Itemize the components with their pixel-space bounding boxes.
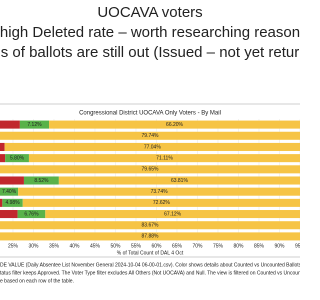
x-tick-label: 55% [131, 243, 142, 249]
data-label: 5.80% [10, 155, 25, 161]
bar-segment [5, 154, 29, 163]
data-label: 4.98% [5, 200, 20, 206]
bar-segment [0, 154, 6, 163]
x-tick-label: 60% [151, 243, 162, 249]
data-label: 6.76% [24, 211, 39, 217]
x-tick-label: 35% [49, 243, 60, 249]
x-tick-label: 70% [192, 243, 203, 249]
data-label: 73.74% [151, 189, 169, 195]
bar-segment [28, 154, 300, 163]
x-tick-label: 30% [28, 243, 39, 249]
bar-segment [4, 142, 300, 151]
footnote: e based on each row of the table. [0, 278, 74, 284]
bar-segment [58, 176, 300, 185]
bar-segment [2, 198, 23, 207]
slide: UOCAVA voters high Deleted rate – worth … [0, 3, 300, 285]
bar-segment [0, 232, 300, 241]
bar-segment [18, 187, 300, 196]
x-tick-label: 45% [90, 243, 101, 249]
bar-segment [23, 176, 59, 185]
bar-segment [0, 120, 20, 129]
data-label: 87.88% [142, 234, 160, 240]
bar-segment [0, 131, 300, 140]
x-tick-label: 50% [110, 243, 121, 249]
x-tick-label: 95% [295, 243, 300, 249]
bar-segment [0, 142, 5, 151]
data-label: 71.11% [156, 155, 173, 161]
x-tick-label: 80% [233, 243, 244, 249]
footnote: tatus filter keeps Approved. The Voter T… [0, 270, 300, 276]
bar-segment [49, 120, 300, 129]
data-label: 7.12% [27, 122, 42, 128]
data-label: 67.12% [164, 211, 182, 217]
bar-segment [0, 176, 24, 185]
bar-segment [17, 210, 46, 219]
bar-segment [19, 120, 50, 129]
data-label: 7.40% [2, 189, 17, 195]
chart-title: Congressional District UOCAVA Only Voter… [79, 111, 221, 117]
title-line: high Deleted rate – worth researching re… [0, 24, 300, 41]
bar-segment [0, 165, 300, 174]
x-tick-label: 75% [213, 243, 224, 249]
x-tick-label: 25% [8, 243, 19, 249]
bar-segment [22, 198, 300, 207]
data-label: 8.52% [34, 178, 49, 184]
data-label: 66.20% [166, 122, 184, 128]
data-label: 77.04% [144, 144, 162, 150]
title-line: UOCAVA voters [97, 4, 202, 21]
title-line: s of ballots are still out (Issued – not… [1, 44, 299, 61]
bar-segment [0, 210, 18, 219]
data-label: 63.81% [171, 178, 189, 184]
data-label: 83.67% [142, 223, 160, 229]
x-axis-label: % of Total Count of DAL 4 Oct [117, 250, 184, 256]
bar-segment [0, 187, 19, 196]
bar-segment [0, 221, 300, 230]
chart-frame [0, 103, 300, 258]
bar-segment [0, 198, 3, 207]
footnote: DE VALUE (Daily Absentee List November G… [0, 262, 300, 268]
data-label: 72.62% [153, 200, 171, 206]
x-tick-label: 85% [254, 243, 265, 249]
x-tick-label: 65% [172, 243, 183, 249]
bar-segment [45, 210, 300, 219]
data-label: 79.65% [142, 167, 160, 173]
data-label: 79.74% [142, 133, 160, 139]
x-tick-label: 40% [69, 243, 80, 249]
x-tick-label: 90% [274, 243, 285, 249]
